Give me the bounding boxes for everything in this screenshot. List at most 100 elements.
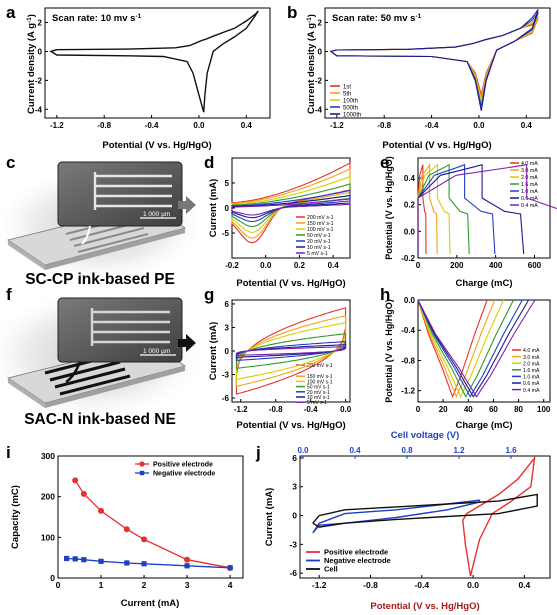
legend-marker (139, 470, 145, 476)
panel-arrow-icon (186, 334, 196, 352)
y-tick-label: 3 (292, 482, 297, 492)
gcd-curve (417, 299, 488, 399)
y-tick-label: -4 (315, 105, 323, 114)
y-tick-label: 0.0 (404, 227, 416, 236)
data-point (141, 536, 148, 543)
scan-rate-annotation: Scan rate: 10 mv s-1 (52, 13, 142, 24)
callout-arrow (81, 225, 91, 245)
x-tick-label: 0.0 (260, 261, 272, 270)
y-tick-label: 0 (292, 511, 297, 521)
plot-frame-a (44, 7, 271, 119)
x-tick-label: 0.2 (294, 261, 306, 270)
legend-label: Positive electrode (324, 548, 388, 557)
callout-arrow (65, 361, 82, 384)
panel-arrow-shaft (178, 201, 187, 209)
data-point (124, 560, 130, 566)
x-tick-label: 0.4 (241, 121, 253, 130)
y-axis-label: Current density (A g-1) (26, 14, 37, 114)
legend-label: Negative electrode (153, 471, 215, 478)
legend-label: 5 mV s-1 (307, 251, 328, 257)
x-tick-label: 0.4 (518, 580, 530, 590)
x2-tick-label: 0.4 (349, 446, 361, 455)
panel-label-j: j (255, 443, 261, 462)
panel-label-d: d (204, 153, 214, 172)
x-tick-label: -0.8 (269, 405, 283, 414)
legend-label: 5th (343, 92, 351, 98)
x-tick-label: -1.2 (50, 121, 64, 130)
legend-label: 200 mV s-1 (307, 215, 334, 221)
x-tick-label: 0 (416, 405, 421, 414)
legend-label: 5 mV s-1 (307, 400, 327, 406)
legend-label: Cell (324, 565, 338, 574)
x-axis-label: Potential (V vs. Hg/HgO) (382, 140, 491, 151)
gcd-curve (417, 299, 523, 398)
x-tick-label: -0.4 (425, 121, 439, 130)
plot-frame-j (299, 455, 551, 579)
x-tick-label: -0.8 (97, 121, 111, 130)
y-axis-label: Capacity (mC) (10, 485, 21, 549)
gcd-curve (417, 163, 451, 255)
sem-electrodes (92, 310, 170, 344)
x-tick-label: -1.2 (234, 405, 248, 414)
illustration-title: SAC-N ink-based NE (24, 411, 176, 428)
y-tick-label: 6 (225, 300, 230, 309)
y-tick-label: -2 (35, 76, 43, 85)
plot-frame-b (324, 7, 551, 119)
legend-marker (139, 461, 145, 467)
y-tick-label: -6 (222, 394, 230, 403)
legend-label: 1.0 mA (521, 189, 538, 195)
data-point (81, 557, 87, 563)
gcd-curve (417, 164, 427, 255)
y-tick-label: -0.2 (401, 254, 415, 263)
chart-marks: -1.2 -0.8 -0.4 0.0 0.4 -4 -2 0 2 -1.2 -0.8 -0.4 0.0 0… (35, 9, 557, 590)
data-point (98, 507, 105, 514)
data-point (98, 558, 104, 564)
legend-label: 500th (343, 106, 358, 112)
panel-label-i: i (6, 443, 11, 462)
legend-label: 2.0 mA (523, 361, 540, 367)
y-tick-label: 200 (41, 492, 55, 502)
y-axis-label: Current (mA) (264, 488, 275, 547)
x2-axis-label: Cell voltage (V) (391, 430, 460, 441)
y-tick-label: 0 (50, 573, 55, 583)
legend-label: 0.4 mA (521, 203, 538, 209)
y-axis-label: Potential (V vs. Hg/HgO) (384, 299, 394, 403)
plot-frame-i (57, 455, 244, 579)
x-tick-label: -1.2 (312, 580, 327, 590)
legend-label: 20 mV s-1 (307, 390, 330, 396)
y-axis-label: Current density (A g-1) (306, 14, 317, 114)
x-tick-label: 0.0 (473, 121, 485, 130)
legend-label: 1.0 mA (523, 375, 540, 381)
x-tick-label: -0.8 (377, 121, 391, 130)
x-tick-label: 20 (439, 405, 448, 414)
legend-label: 50 mV s-1 (307, 385, 330, 391)
legend-label: 20 mV s-1 (307, 239, 331, 245)
x-tick-label: 40 (464, 405, 473, 414)
y-tick-label: -1.2 (401, 387, 415, 396)
x-tick-label: 1 (99, 580, 104, 590)
x-axis-label: Potential (V vs. Hg/HgO) (236, 278, 345, 289)
panel-arrow-shaft (178, 339, 187, 347)
data-point (184, 563, 190, 569)
data-point (123, 526, 130, 533)
gcd-curve (417, 299, 505, 398)
cv-curve (329, 14, 539, 103)
legend-label: Positive electrode (153, 462, 213, 469)
data-point (72, 477, 79, 484)
cv-curve (329, 9, 539, 111)
gcd-curve (417, 299, 530, 398)
legend-label: 1.6 mA (523, 368, 540, 374)
x-axis-label: Charge (mC) (455, 420, 512, 431)
gcd-curve (417, 163, 470, 255)
x-tick-label: -0.4 (414, 580, 429, 590)
x-tick-label: 80 (514, 405, 523, 414)
legend-label: 4.0 mA (521, 161, 538, 167)
legend-label: 0.6 mA (523, 381, 540, 387)
legend-label: 0.4 mA (523, 388, 540, 394)
legend-label: 1000th (343, 113, 361, 119)
cv-curve (329, 11, 539, 107)
legend-label: 1st (343, 85, 351, 91)
legend-label: 3.0 mA (523, 355, 540, 361)
legend-label: Negative electrode (324, 556, 391, 565)
panel-label-a: a (6, 3, 16, 22)
